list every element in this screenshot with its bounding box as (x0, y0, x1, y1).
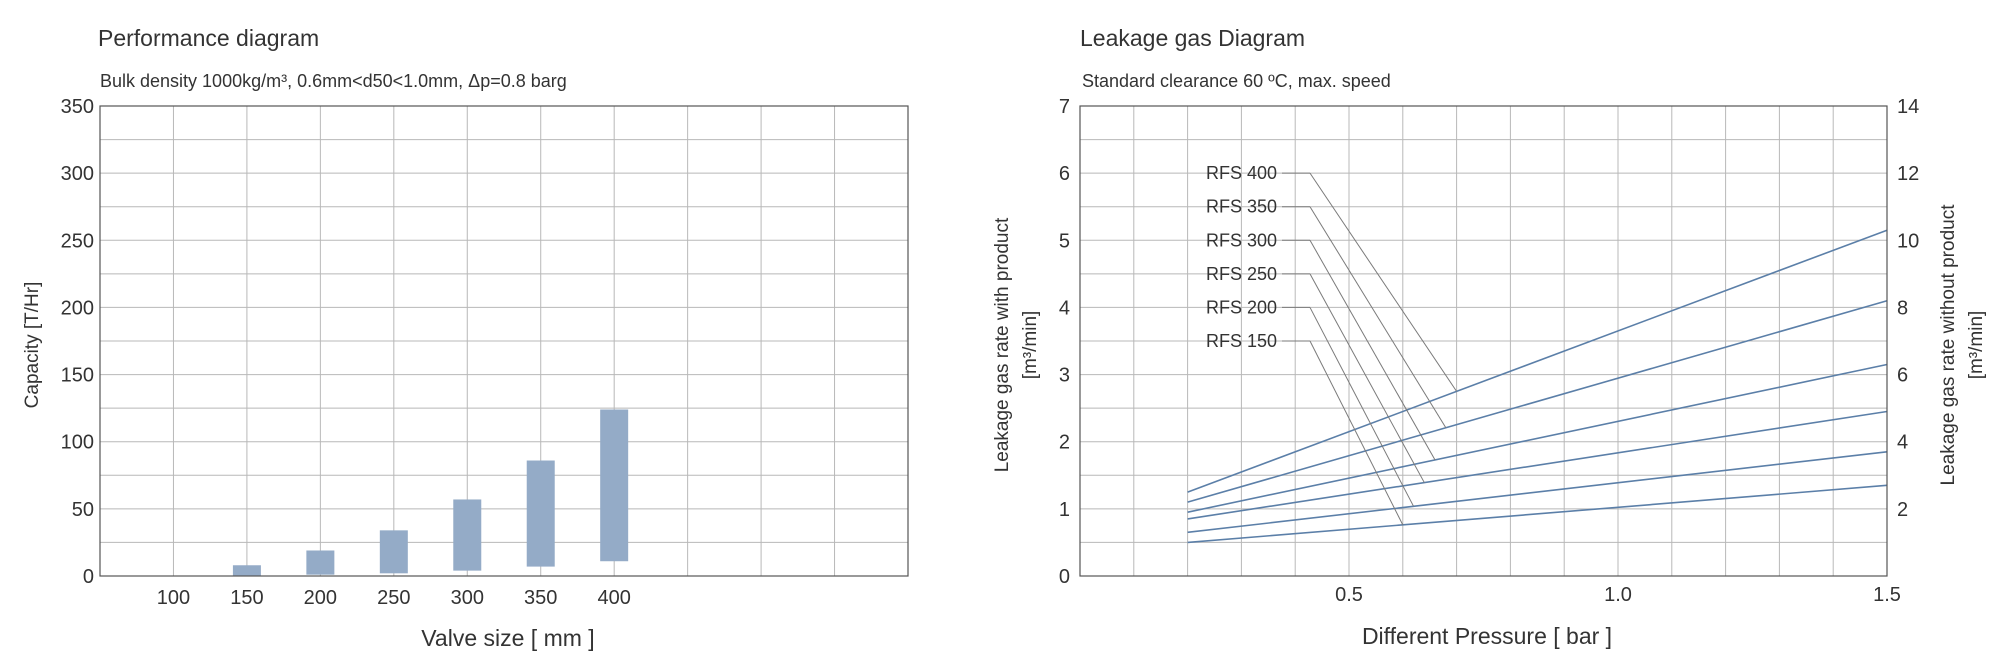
performance-chart-bars (232, 409, 629, 576)
x-tick-label: 150 (230, 587, 263, 609)
y-tick-label-left: 5 (1059, 230, 1070, 252)
y-tick-label-right: 6 (1897, 365, 1908, 387)
x-tick-label: 350 (524, 587, 557, 609)
performance-chart-subtitle: Bulk density 1000kg/m³, 0.6mm<d50<1.0mm,… (100, 71, 567, 91)
series-line (1187, 484, 1888, 544)
performance-chart-y-axis-title: Capacity [T/Hr] (22, 282, 43, 409)
x-tick-label: 300 (451, 587, 484, 609)
y-tick-label: 0 (83, 566, 94, 588)
y-tick-label-right: 14 (1897, 96, 1919, 118)
y-tick-label: 100 (61, 432, 94, 454)
series-line (1187, 410, 1888, 520)
y-tick-label-left: 0 (1059, 566, 1070, 588)
performance-chart-x-axis-title: Valve size [ mm ] (421, 625, 594, 651)
leakage-chart-left-y-axis-title: Leakage gas rate with product (992, 217, 1013, 472)
leader-line (1309, 273, 1425, 483)
y-tick-label-left: 4 (1059, 297, 1070, 319)
leader-line (1309, 240, 1436, 461)
y-tick-label-left: 3 (1059, 365, 1070, 387)
leakage-chart-plot-frame (1079, 105, 1888, 577)
leakage-chart-right-y-axis-title: Leakage gas rate without product (1938, 204, 1959, 486)
series-label: RFS 150 (1206, 331, 1277, 351)
performance-chart-grid (100, 106, 908, 576)
leakage-chart-subtitle: Standard clearance 60 ºC, max. speed (1082, 71, 1391, 91)
series-label: RFS 400 (1206, 163, 1277, 183)
y-tick-label-right: 4 (1897, 432, 1908, 454)
series-label: RFS 300 (1206, 230, 1277, 250)
leakage-chart-grid (1080, 106, 1887, 576)
x-tick-label: 250 (377, 587, 410, 609)
series-label: RFS 250 (1206, 264, 1277, 284)
leader-line (1309, 340, 1404, 526)
x-tick-label: 1.0 (1604, 584, 1632, 606)
y-tick-label: 250 (61, 230, 94, 252)
leakage-chart-left-y-axis-unit: [m³/min] (1020, 311, 1041, 380)
y-tick-label-right: 8 (1897, 297, 1908, 319)
x-tick-label: 100 (157, 587, 190, 609)
bar (600, 409, 629, 562)
leakage-chart-right-y-ticks: 2 4 6 8 10 12 14 (1897, 96, 1919, 521)
performance-chart-plot-frame (99, 105, 909, 577)
y-tick-label: 200 (61, 297, 94, 319)
bar (232, 565, 261, 576)
series-line (1187, 299, 1888, 503)
performance-chart-y-ticks: 0 50 100 150 200 250 300 350 (61, 96, 94, 588)
series-label: RFS 350 (1206, 197, 1277, 217)
leakage-chart: Leakage gas Diagram Standard clearance 6… (992, 25, 1987, 649)
bar (526, 460, 555, 567)
leader-line (1309, 206, 1447, 429)
leader-line (1309, 172, 1458, 392)
y-tick-label: 50 (72, 499, 94, 521)
leader-line (1309, 307, 1415, 507)
x-tick-label: 200 (304, 587, 337, 609)
bar (306, 550, 335, 575)
performance-chart-title: Performance diagram (98, 25, 319, 51)
leakage-chart-x-ticks: 0.5 1.0 1.5 (1335, 584, 1901, 606)
y-tick-label-left: 2 (1059, 432, 1070, 454)
leakage-chart-x-axis-title: Different Pressure [ bar ] (1362, 623, 1612, 649)
y-tick-label-right: 12 (1897, 163, 1919, 185)
y-tick-label: 300 (61, 163, 94, 185)
bar (379, 530, 408, 574)
leakage-chart-title: Leakage gas Diagram (1080, 25, 1305, 51)
series-line (1187, 229, 1888, 493)
y-tick-label-right: 10 (1897, 230, 1919, 252)
x-tick-label: 400 (597, 587, 630, 609)
leakage-chart-lines (1187, 229, 1888, 544)
bar (453, 499, 482, 571)
y-tick-label-left: 1 (1059, 499, 1070, 521)
series-line (1187, 450, 1888, 534)
leakage-chart-right-y-axis-unit: [m³/min] (1966, 311, 1987, 380)
y-tick-label: 350 (61, 96, 94, 118)
leakage-chart-callouts: RFS 400 RFS 350 RFS 300 RFS 250 RFS 200 RFS 1… (1206, 163, 1458, 526)
y-tick-label-left: 6 (1059, 163, 1070, 185)
x-tick-label: 1.5 (1873, 584, 1901, 606)
performance-chart: Performance diagram Bulk density 1000kg/… (22, 25, 909, 651)
y-tick-label-left: 7 (1059, 96, 1070, 118)
y-tick-label-right: 2 (1897, 499, 1908, 521)
series-line (1187, 363, 1888, 513)
series-label: RFS 200 (1206, 297, 1277, 317)
leakage-chart-left-y-ticks: 0 1 2 3 4 5 6 7 (1059, 96, 1070, 588)
y-tick-label: 150 (61, 365, 94, 387)
x-tick-label: 0.5 (1335, 584, 1363, 606)
performance-chart-x-ticks: 100 150 200 250 300 350 400 (157, 587, 631, 609)
